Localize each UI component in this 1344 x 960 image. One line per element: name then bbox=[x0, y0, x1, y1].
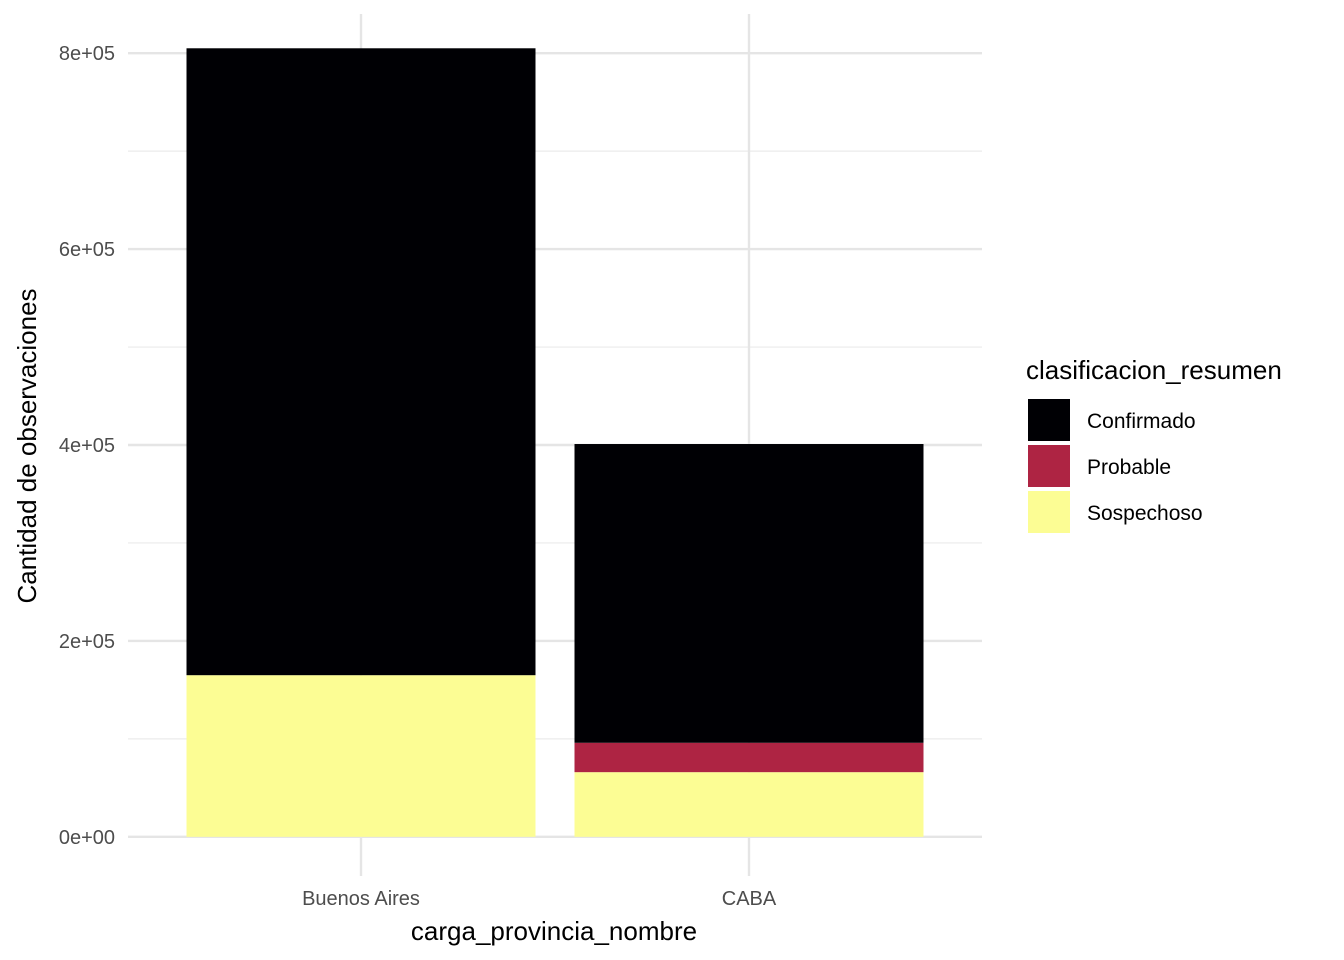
bar-sospechoso-caba bbox=[574, 772, 924, 837]
legend-key-confirmado bbox=[1028, 399, 1070, 441]
y-tick-label: 6e+05 bbox=[59, 239, 115, 261]
bar-confirmado-buenos-aires bbox=[186, 48, 536, 676]
bars bbox=[186, 48, 924, 837]
x-tick-label: Buenos Aires bbox=[302, 888, 420, 910]
x-tick-label: CABA bbox=[722, 888, 777, 910]
y-tick-label: 2e+05 bbox=[59, 631, 115, 653]
legend-title: clasificacion_resumen bbox=[1026, 355, 1282, 385]
bar-probable-caba bbox=[574, 742, 924, 773]
legend-key-probable bbox=[1028, 445, 1070, 487]
legend: clasificacion_resumen Confirmado Probable… bbox=[1026, 355, 1282, 533]
y-tick-label: 8e+05 bbox=[59, 43, 115, 65]
y-tick-label: 0e+00 bbox=[59, 827, 115, 849]
x-axis-title: carga_provincia_nombre bbox=[411, 916, 697, 946]
y-axis-title: Cantidad de observaciones bbox=[12, 288, 42, 603]
legend-label-probable: Probable bbox=[1087, 456, 1171, 479]
x-axis: Buenos Aires CABA bbox=[302, 888, 777, 910]
legend-key-sospechoso bbox=[1028, 491, 1070, 533]
bar-sospechoso-buenos-aires bbox=[186, 675, 536, 837]
y-tick-label: 4e+05 bbox=[59, 435, 115, 457]
legend-label-sospechoso: Sospechoso bbox=[1087, 502, 1203, 525]
legend-label-confirmado: Confirmado bbox=[1087, 410, 1196, 433]
bar-confirmado-caba bbox=[574, 444, 924, 743]
y-axis: 0e+00 2e+05 4e+05 6e+05 8e+05 bbox=[59, 43, 115, 849]
